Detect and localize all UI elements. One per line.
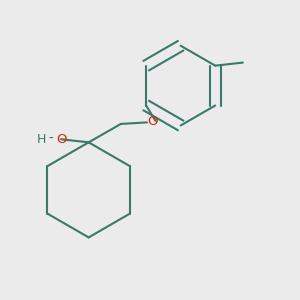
Text: O: O	[147, 115, 158, 128]
Text: O: O	[56, 133, 66, 146]
Text: -: -	[48, 132, 53, 146]
Text: H: H	[36, 133, 46, 146]
